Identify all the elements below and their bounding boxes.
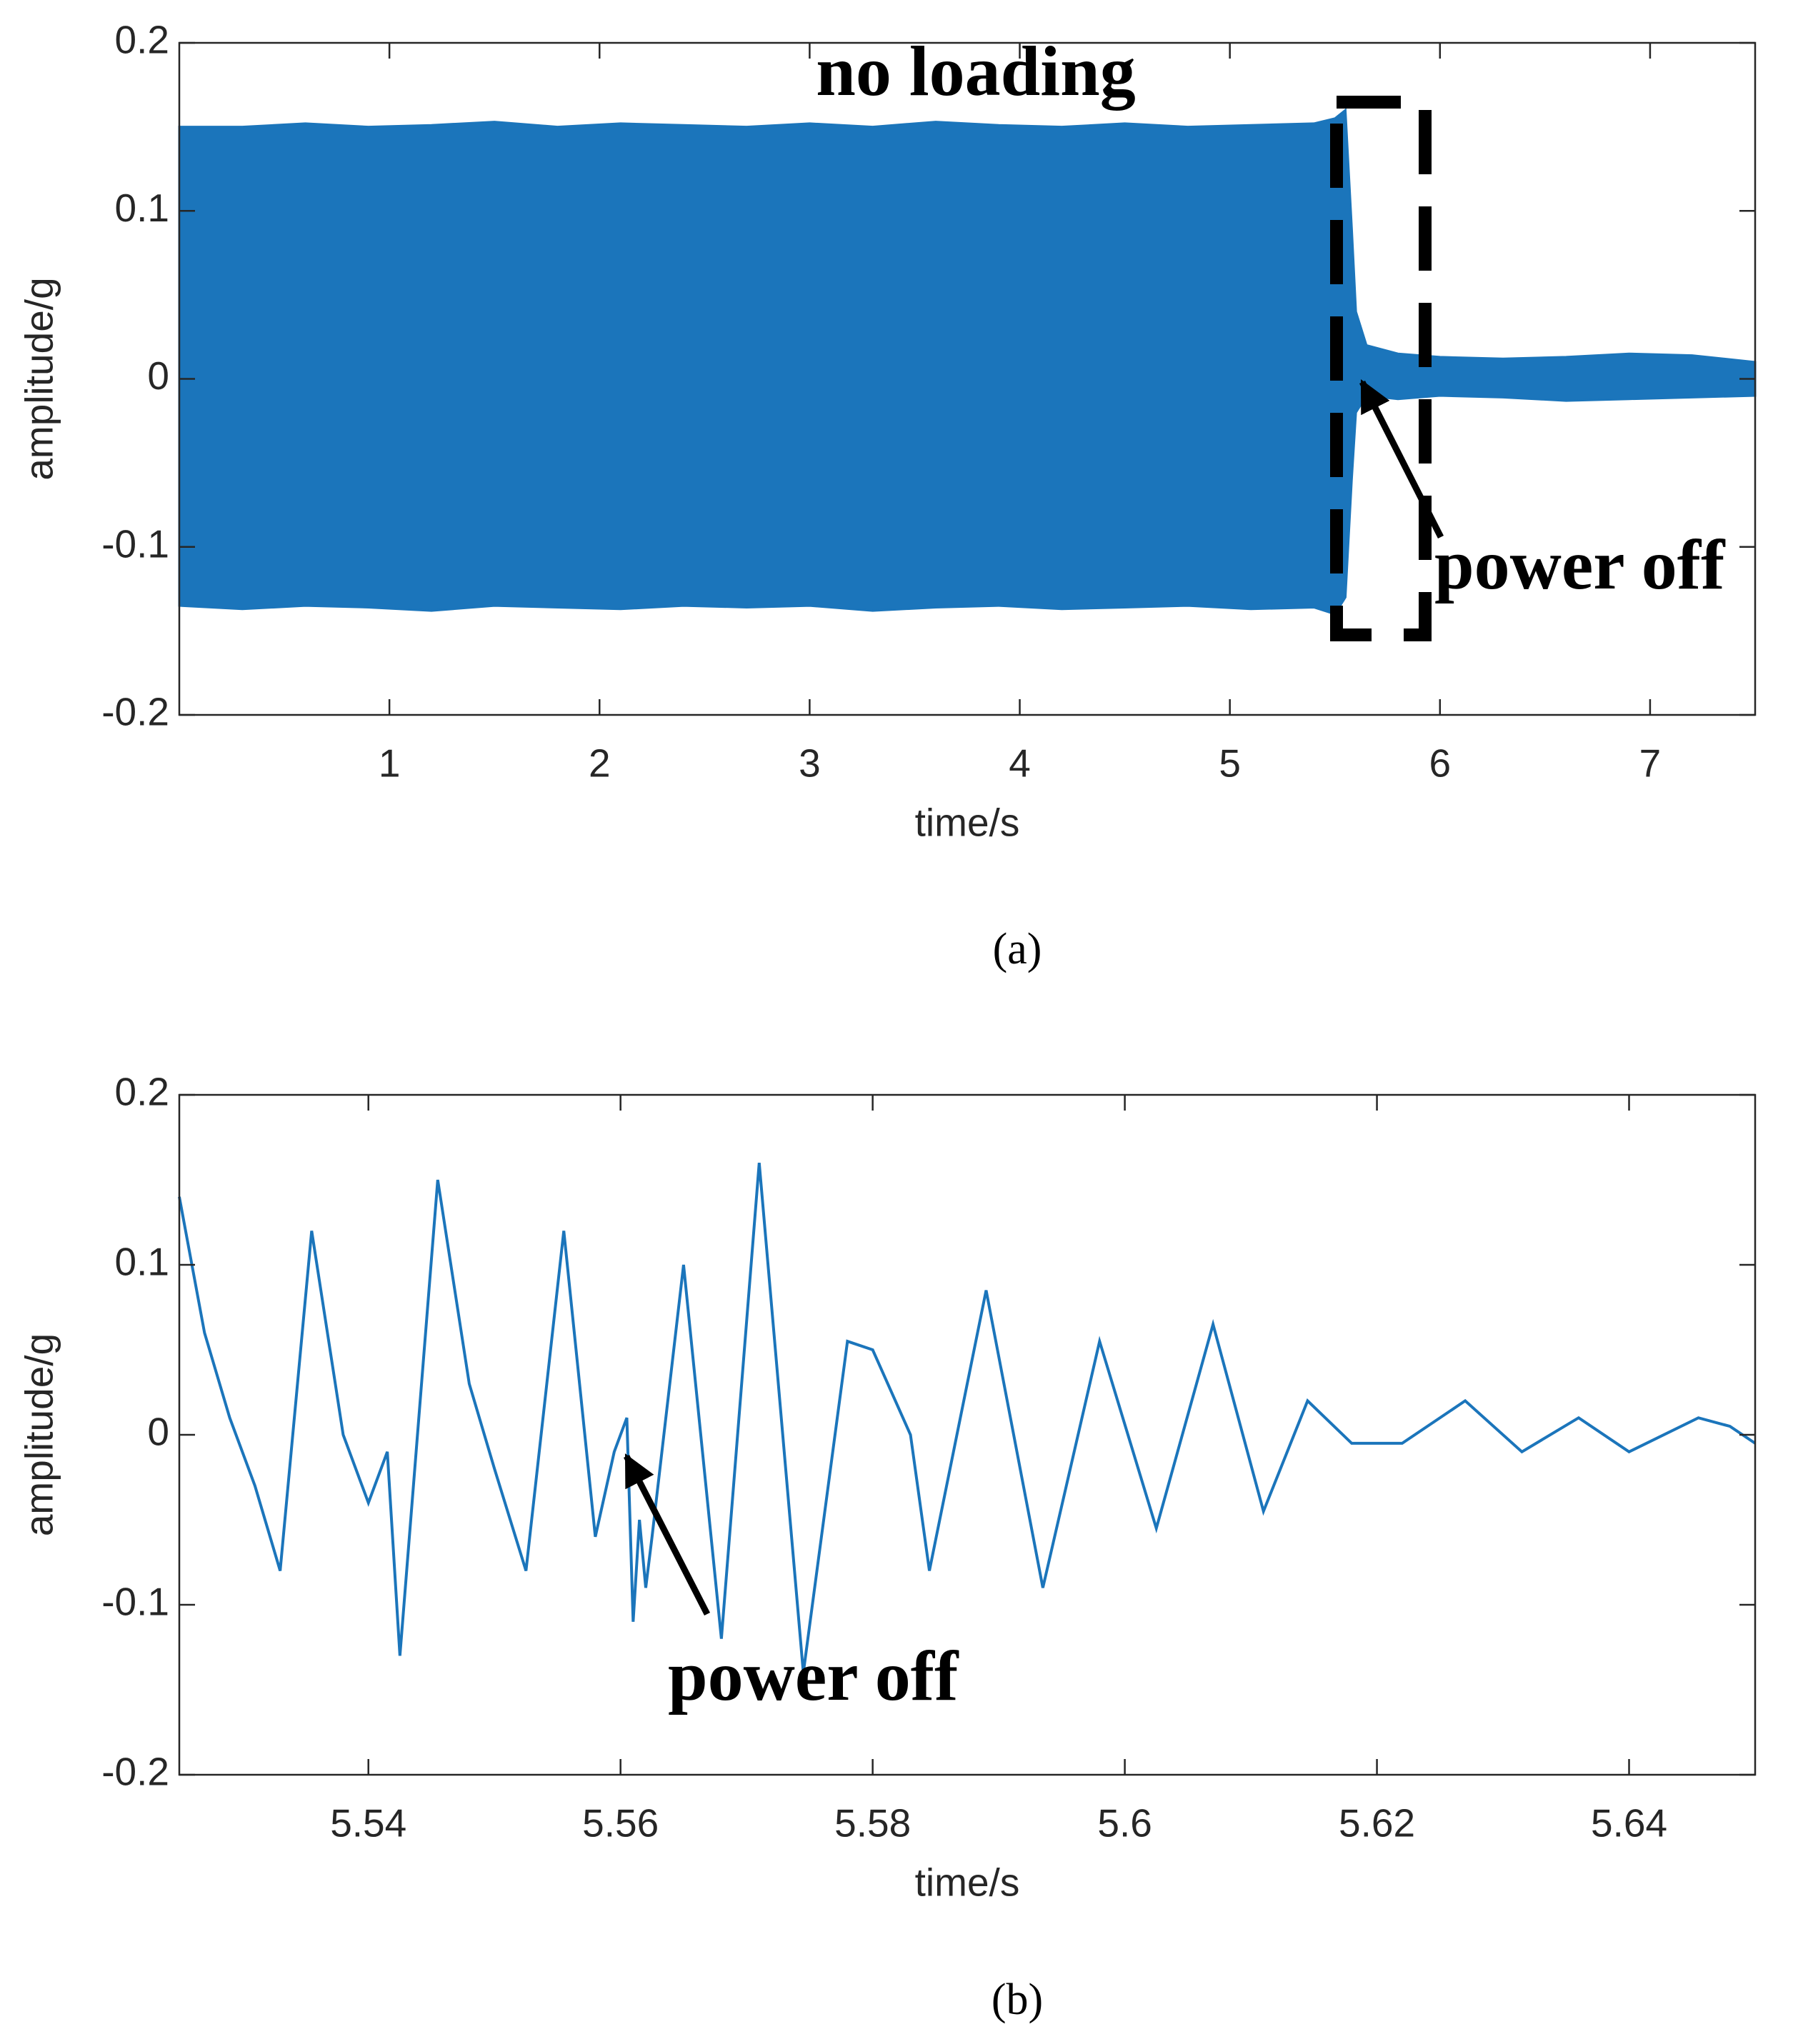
y-tick-label: 0.2 [115,18,169,62]
caption: (b) [992,1975,1043,2024]
y-tick-label: -0.2 [101,1750,169,1794]
arrow [1359,379,1444,539]
y-tick-label: 0 [147,1410,169,1454]
y-tick-label: -0.1 [101,521,169,566]
x-tick-label: 5.6 [1097,1801,1152,1845]
x-tick-label: 5.64 [1591,1801,1667,1845]
annotation: no loading [816,31,1135,111]
x-tick-label: 3 [799,741,821,786]
caption: (a) [993,925,1042,973]
dashed-box [1330,96,1432,641]
y-tick-label: 0.1 [115,186,169,230]
x-tick-label: 4 [1009,741,1031,786]
y-tick-label: 0.2 [115,1070,169,1114]
y-tick-label: -0.2 [101,690,169,734]
x-tick-label: 5.58 [834,1801,911,1845]
x-axis-label: time/s [915,801,1020,845]
y-axis-label: amplitude/g [17,1333,61,1536]
x-tick-label: 5.54 [330,1801,406,1845]
signal-line [178,1163,1757,1673]
plot-area [179,1095,1755,1775]
annotation: power off [1434,525,1726,604]
x-tick-label: 5.62 [1339,1801,1415,1845]
y-tick-label: -0.1 [101,1580,169,1624]
x-tick-label: 1 [379,741,401,786]
x-axis-label: time/s [915,1860,1020,1905]
x-tick-label: 7 [1639,741,1662,786]
x-tick-label: 5 [1219,741,1241,786]
y-axis-label: amplitude/g [17,277,61,480]
y-tick-label: 0.1 [115,1240,169,1284]
x-tick-label: 6 [1429,741,1452,786]
x-tick-label: 2 [589,741,611,786]
y-tick-label: 0 [147,354,169,398]
arrow [623,1453,711,1616]
annotation: power off [668,1636,959,1715]
x-tick-label: 5.56 [582,1801,659,1845]
